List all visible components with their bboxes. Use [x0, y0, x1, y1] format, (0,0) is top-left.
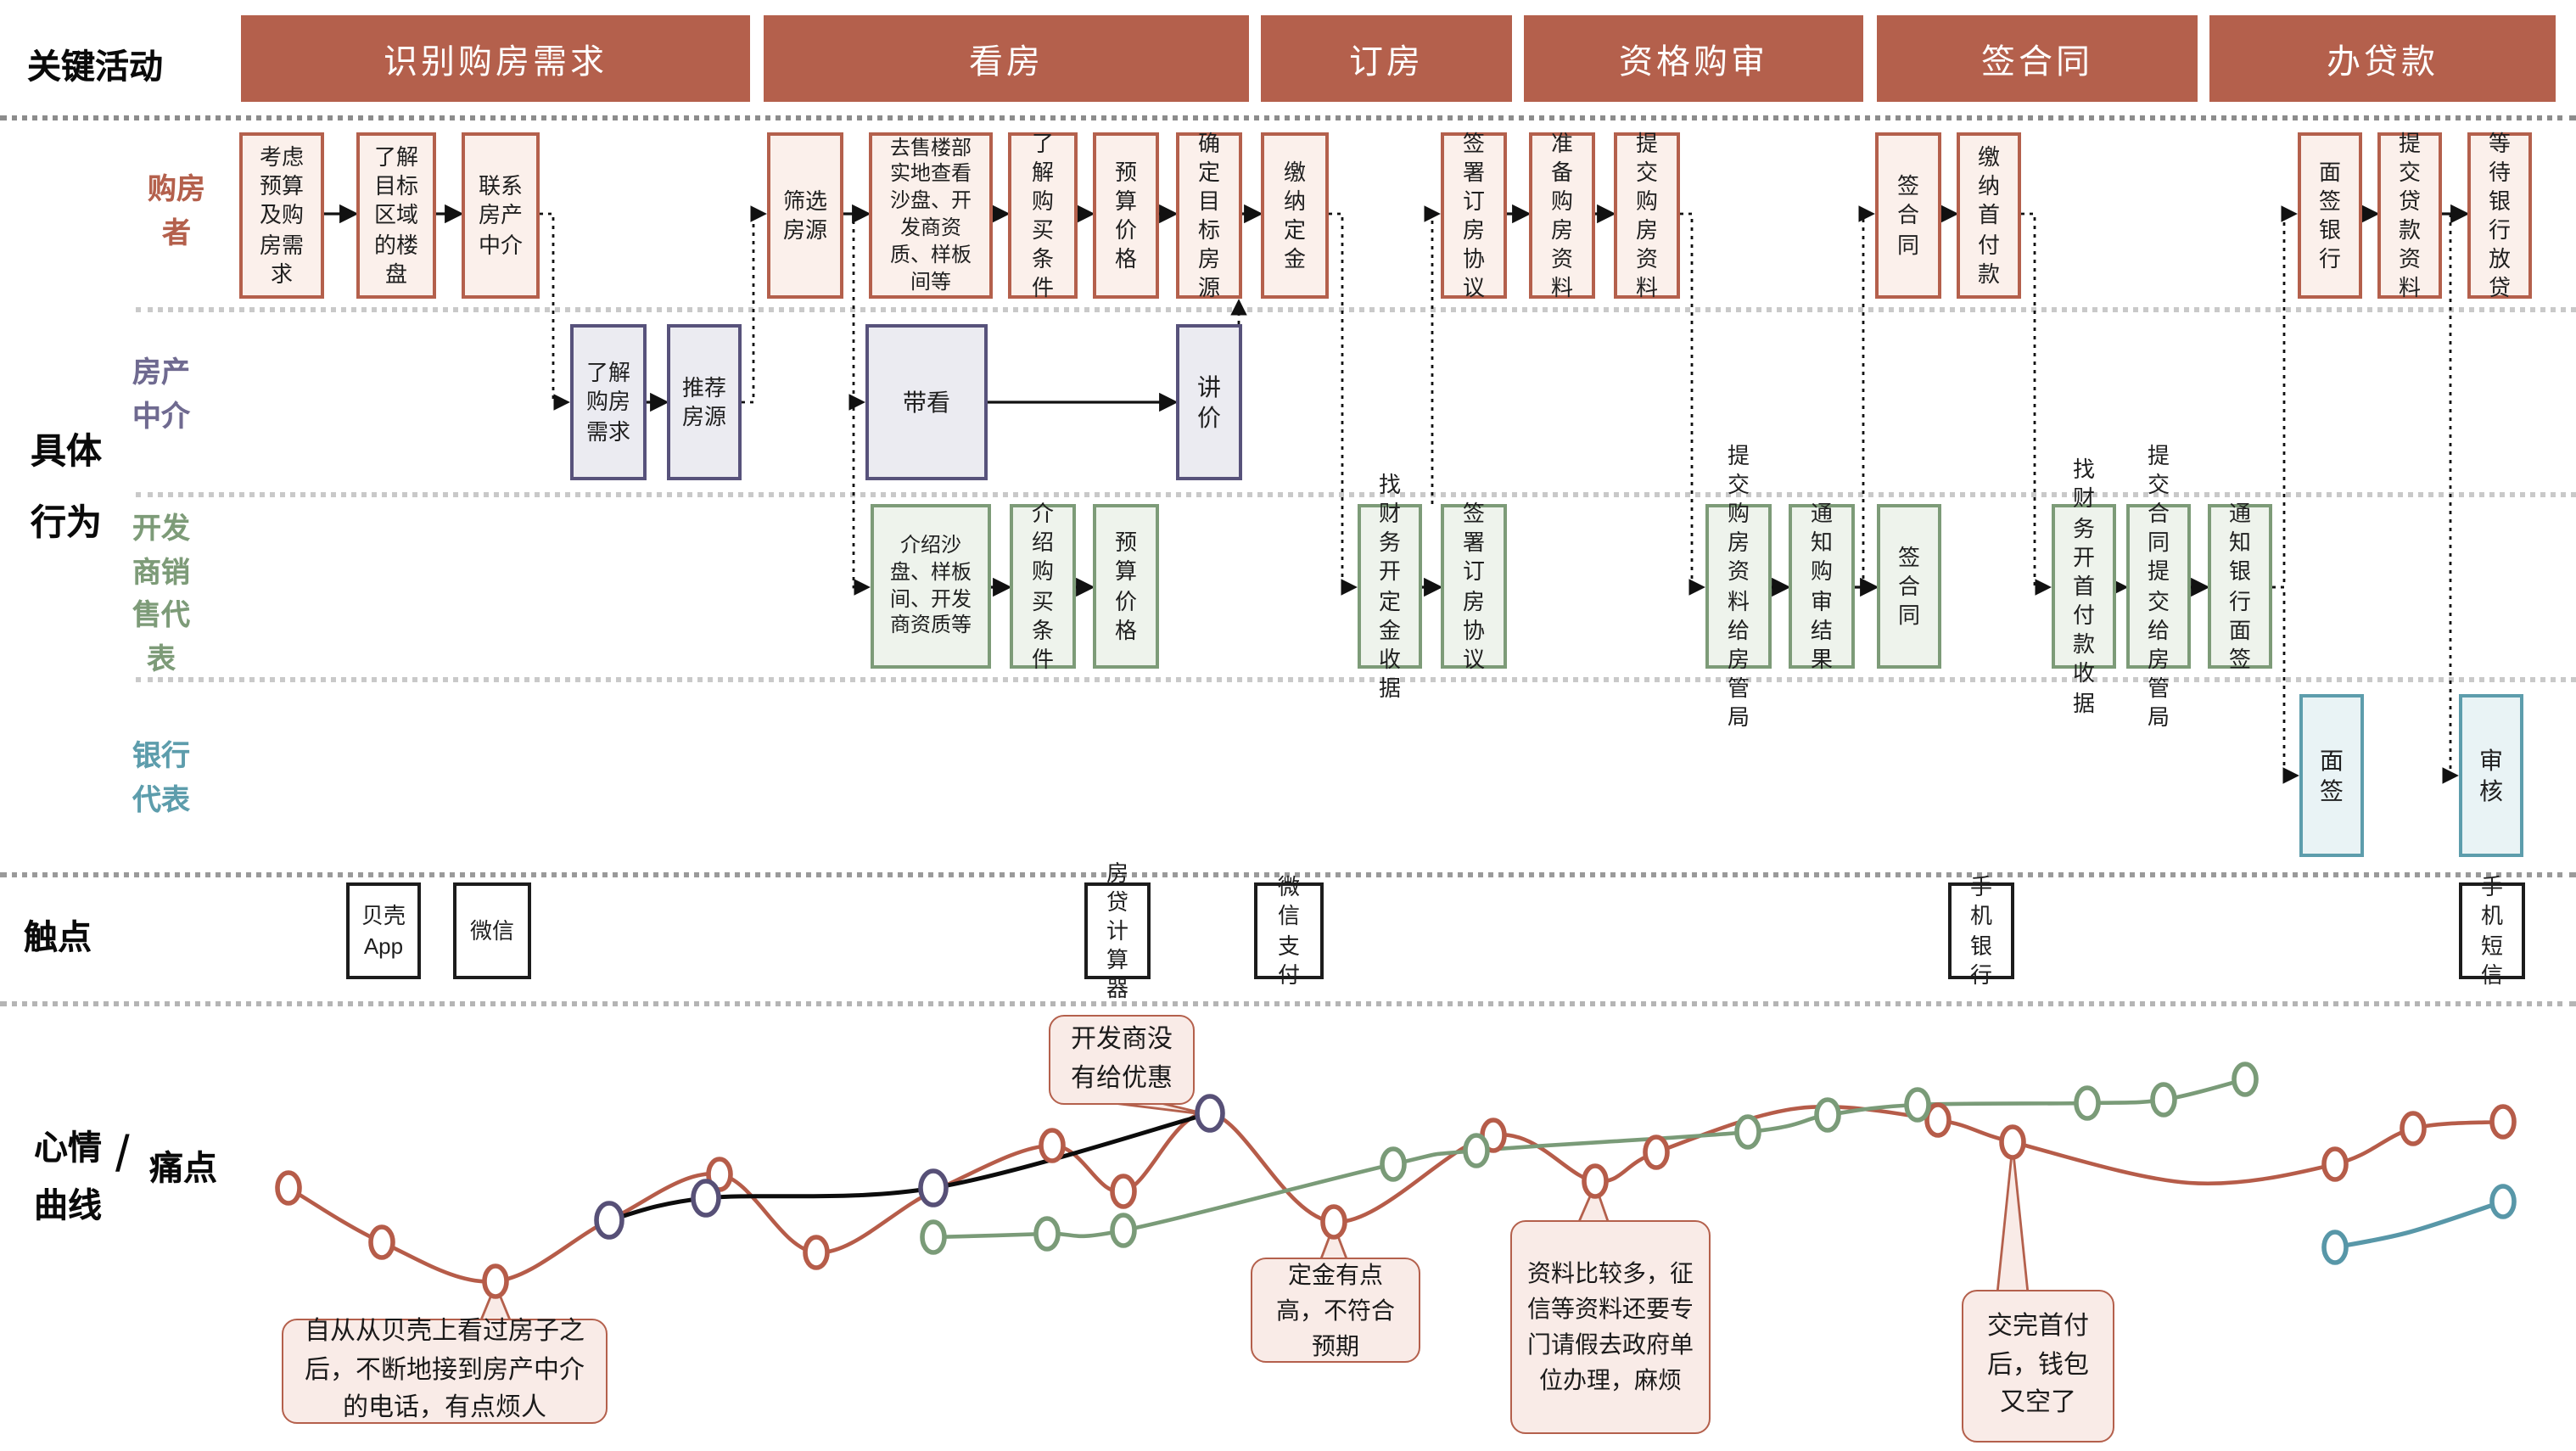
cross-lane-dashed-connector — [540, 212, 570, 411]
mood-point-developer — [2232, 1062, 2259, 1097]
lane-separator — [0, 872, 2576, 877]
mood-point-bank — [2489, 1184, 2517, 1219]
mood-point-developer — [1033, 1216, 1061, 1252]
mood-point-developer — [1380, 1146, 1407, 1182]
mood-point-developer — [1110, 1213, 1137, 1248]
cross-lane-dashed-connector — [2272, 585, 2299, 784]
mood-point-bank — [2321, 1230, 2349, 1265]
mood-point-buyer — [1039, 1128, 1066, 1163]
mood-point-developer — [1814, 1097, 1841, 1133]
mood-point-developer — [920, 1219, 947, 1255]
mood-point-developer — [1734, 1114, 1761, 1150]
mood-point-agent — [594, 1201, 624, 1240]
mood-curve-buyer — [286, 1105, 2506, 1284]
mood-point-agent — [691, 1179, 721, 1218]
mood-point-agent — [918, 1168, 949, 1207]
mood-point-buyer — [1110, 1174, 1137, 1209]
mood-curve-bank — [2332, 1199, 2506, 1250]
mood-point-buyer — [1582, 1163, 1609, 1199]
mood-point-developer — [2074, 1085, 2101, 1121]
mood-point-buyer — [2489, 1104, 2517, 1140]
mood-point-buyer — [803, 1235, 830, 1270]
mood-point-buyer — [1320, 1204, 1347, 1240]
mood-point-buyer — [368, 1224, 395, 1260]
mood-point-buyer — [1999, 1124, 2026, 1160]
mood-point-developer — [1463, 1133, 1490, 1168]
cross-lane-dashed-connector — [2442, 212, 2459, 784]
cross-lane-dashed-connector — [843, 212, 871, 596]
mood-point-buyer — [2400, 1111, 2427, 1146]
cross-lane-dashed-connector — [2021, 212, 2052, 596]
mood-point-buyer — [1924, 1102, 1952, 1138]
lane-separator — [136, 677, 2576, 682]
cross-lane-dashed-connector — [2272, 205, 2298, 589]
cross-lane-dashed-connector — [1855, 205, 1875, 589]
mood-point-developer — [1904, 1087, 1931, 1123]
callout-tail — [1996, 1145, 2030, 1295]
cross-lane-dashed-connector — [742, 205, 767, 404]
lane-separator — [0, 115, 2576, 120]
cross-lane-dashed-connector — [1424, 205, 1441, 504]
mood-point-buyer — [1643, 1134, 1670, 1170]
mood-point-buyer — [2321, 1146, 2349, 1182]
mood-point-agent — [1195, 1094, 1225, 1133]
cross-lane-dashed-connector — [1680, 212, 1705, 596]
lane-separator — [136, 307, 2576, 312]
lane-separator — [0, 1001, 2576, 1006]
cross-lane-dashed-connector — [1329, 212, 1358, 596]
mood-point-buyer — [275, 1170, 302, 1206]
mood-point-buyer — [482, 1263, 509, 1299]
mood-curve-agent — [607, 1111, 1212, 1223]
lane-separator — [136, 492, 2576, 497]
mood-point-developer — [2150, 1082, 2177, 1118]
